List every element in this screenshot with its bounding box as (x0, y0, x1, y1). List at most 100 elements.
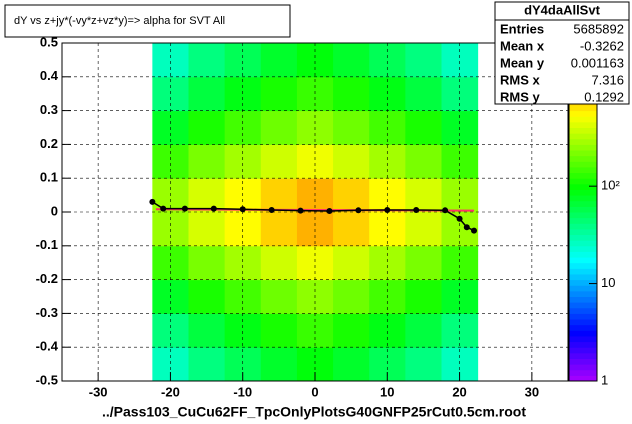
stats-value: 7.316 (591, 72, 624, 87)
plot-area (62, 42, 568, 382)
heat-cell (296, 43, 334, 78)
heat-cell (260, 212, 298, 247)
heat-cell (152, 43, 189, 78)
z-tick-label: 10² (601, 178, 620, 193)
palette-band (569, 273, 597, 281)
palette-band (569, 262, 597, 269)
palette-band (569, 335, 597, 343)
heat-cell (188, 178, 226, 213)
heat-cell (188, 144, 226, 179)
heat-cell (260, 144, 298, 179)
heat-cell (441, 245, 479, 281)
palette: 11010²10³ (568, 42, 620, 387)
stats-label: RMS y (500, 89, 541, 104)
heat-cell (260, 43, 298, 78)
y-tick-label: -0.4 (36, 339, 59, 354)
profile-point (442, 207, 449, 214)
palette-band (569, 257, 597, 264)
heat-cell (405, 245, 442, 281)
profile-point (456, 215, 463, 222)
heat-cell (333, 245, 370, 281)
palette-band (569, 206, 597, 213)
palette-band (569, 245, 597, 252)
palette-band (569, 172, 597, 179)
heat-cell (405, 178, 442, 213)
y-tick-label: 0.2 (40, 136, 58, 151)
x-tick-label: 20 (452, 384, 466, 399)
x-tick-label: 10 (380, 384, 394, 399)
heat-cell (224, 144, 262, 179)
palette-band (569, 189, 597, 196)
heat-cell (441, 144, 479, 179)
palette-band (569, 166, 597, 174)
palette-band (569, 358, 597, 365)
palette-band (569, 234, 597, 241)
palette-band (569, 110, 597, 117)
x-tick-label: -10 (233, 384, 252, 399)
palette-band (569, 290, 597, 297)
profile-point (384, 206, 391, 213)
profile-point (210, 205, 217, 212)
palette-band (569, 313, 597, 320)
palette-band (569, 228, 597, 236)
heat-cell (224, 245, 262, 281)
palette-band (569, 319, 597, 326)
stats-label: Entries (500, 21, 544, 36)
palette-band (569, 183, 597, 190)
heat-cell (188, 43, 226, 78)
stats-title: dY4daAllSvt (524, 2, 601, 17)
z-tick-label: 1 (601, 372, 608, 387)
heat-cell (369, 144, 406, 179)
heat-cell (188, 245, 226, 281)
heat-cell (296, 313, 334, 348)
palette-band (569, 200, 597, 207)
profile-point (297, 207, 304, 214)
heat-cell (260, 110, 298, 145)
heat-cell (333, 313, 370, 348)
heat-cell (333, 347, 370, 382)
chart-title: dY vs z+jy*(-vy*z+vz*y)=> alpha for SVT … (14, 15, 225, 27)
x-tick-label: -20 (161, 384, 180, 399)
profile-point (268, 206, 275, 213)
heat-cell (405, 347, 442, 382)
heat-cell (188, 212, 226, 247)
palette-band (569, 178, 597, 185)
heat-cell (441, 313, 479, 348)
palette-band (569, 240, 597, 247)
palette-band (569, 341, 597, 348)
heat-cell (405, 313, 442, 348)
y-tick-label: -0.2 (36, 271, 58, 286)
heat-cell (188, 279, 226, 314)
palette-band (569, 104, 597, 112)
palette-band (569, 307, 597, 314)
profile-point (149, 198, 156, 205)
z-tick-label: 10 (601, 275, 615, 290)
heat-cell (405, 212, 442, 247)
heat-cell (369, 245, 406, 281)
heat-cell (188, 313, 226, 348)
heat-cell (296, 144, 334, 179)
stats-label: Mean y (500, 55, 545, 70)
heat-cell (152, 144, 189, 179)
heat-cell (333, 76, 370, 112)
palette-band (569, 195, 597, 202)
profile-point (413, 206, 420, 213)
palette-band (569, 324, 597, 331)
stats-value: 5685892 (573, 21, 624, 36)
palette-band (569, 251, 597, 258)
heat-cell (260, 313, 298, 348)
palette-band (569, 223, 597, 230)
y-tick-label: -0.5 (36, 372, 58, 387)
palette-band (569, 375, 597, 382)
heat-cell (405, 279, 442, 314)
palette-band (569, 138, 597, 145)
heat-cell (188, 76, 226, 112)
y-tick-label: 0.1 (40, 170, 58, 185)
heat-cell (405, 110, 442, 145)
palette-band (569, 161, 597, 168)
palette-band (569, 285, 597, 292)
heat-cell (333, 178, 370, 213)
stats-value: 0.1292 (584, 89, 624, 104)
profile-point (239, 206, 246, 213)
